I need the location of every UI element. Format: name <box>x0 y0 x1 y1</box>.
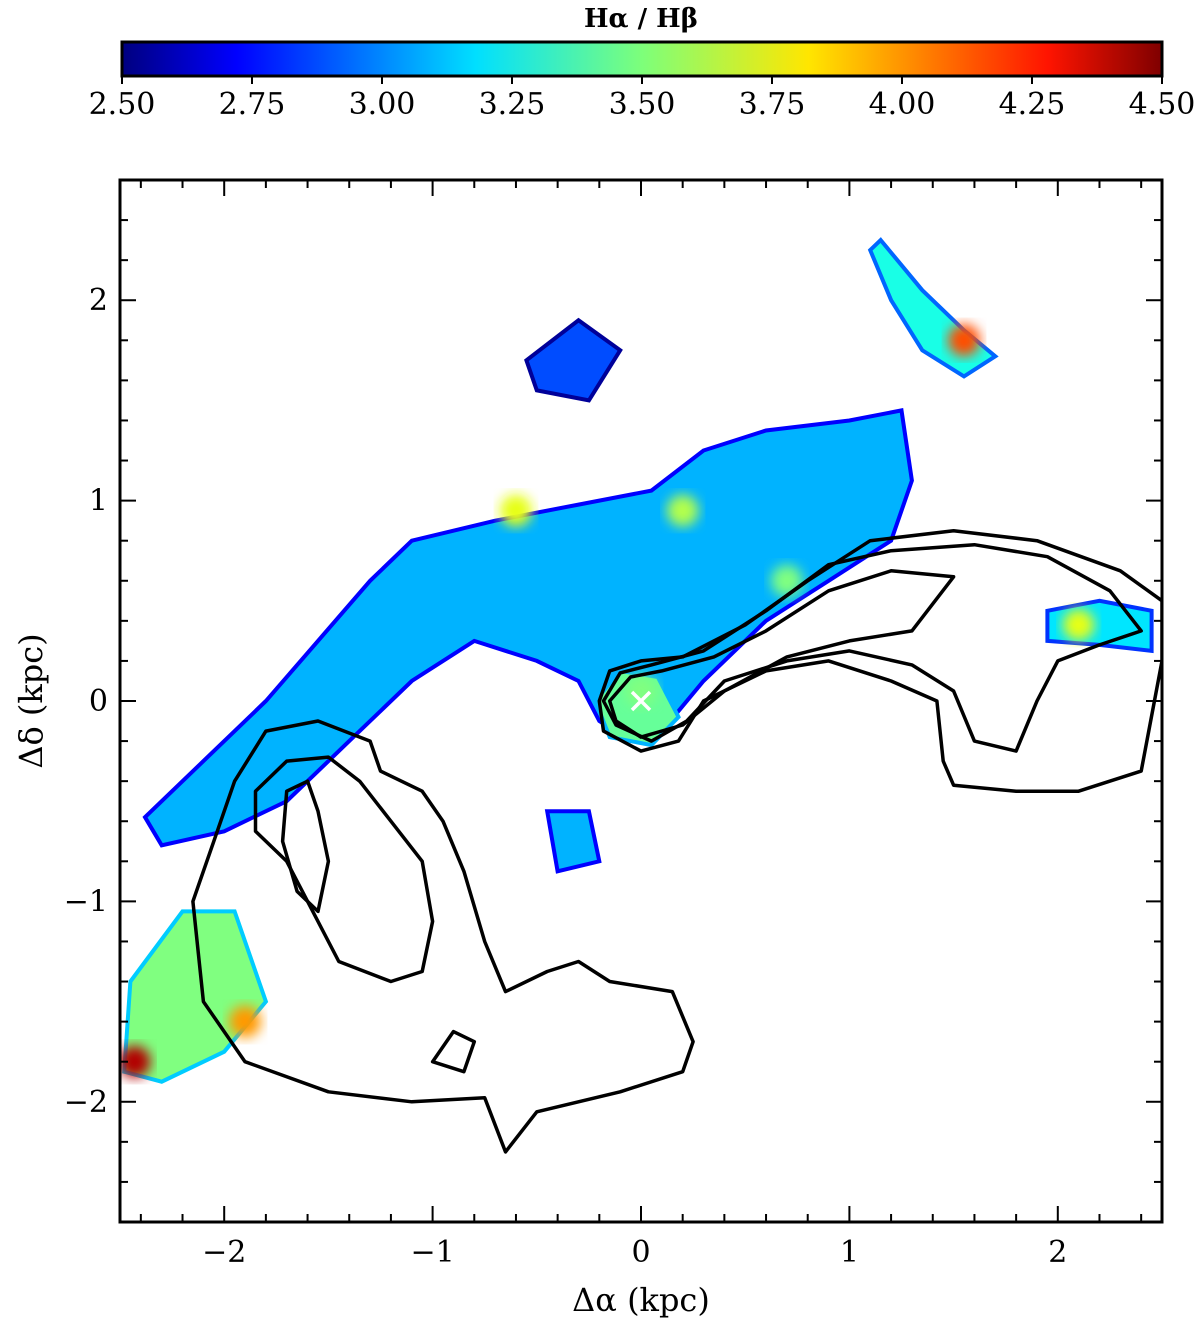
x-axis-label: Δα (kpc) <box>572 1281 710 1319</box>
y-axis-ticks: 2 1 0 −1 −2 <box>64 179 1162 1223</box>
x-tick-label: 0 <box>631 1235 650 1270</box>
x-tick-label: 1 <box>840 1235 859 1270</box>
colorbar: Hα / Hβ 2.50 2.75 3.00 3.25 3.50 3.75 4.00 4.25… <box>89 4 1196 122</box>
y-tick-label: 0 <box>89 684 108 719</box>
colorbar-tick-label: 3.75 <box>739 87 806 122</box>
colorbar-tick-label: 3.25 <box>479 87 546 122</box>
y-tick-label: 1 <box>89 484 108 519</box>
hotspot <box>1062 608 1095 641</box>
y-tick-label: −2 <box>64 1085 108 1120</box>
colorbar-tick-label: 2.50 <box>89 87 156 122</box>
center-marker <box>630 690 652 712</box>
emission-regions <box>122 237 1154 1084</box>
y-tick-label: 2 <box>89 283 108 318</box>
colorbar-tick-label: 2.75 <box>219 87 286 122</box>
x-tick-label: −2 <box>202 1235 246 1270</box>
colorbar-tick-label: 4.00 <box>869 87 936 122</box>
colorbar-tick-label: 3.00 <box>349 87 416 122</box>
hotspot <box>666 494 699 527</box>
hotspot <box>770 564 803 597</box>
x-tick-label: 2 <box>1048 1235 1067 1270</box>
hotspot <box>229 1005 262 1038</box>
region-small-south-knot <box>544 809 602 874</box>
hotspot <box>948 324 981 357</box>
radio-contours <box>191 528 1162 1154</box>
y-tick-label: −1 <box>64 884 108 919</box>
lobe-contour-outer <box>191 719 695 1154</box>
hotspot <box>120 1045 151 1078</box>
colorbar-label: Hα / Hβ <box>584 4 698 34</box>
center-x-mark <box>630 690 652 712</box>
plot-area: −2 −1 0 1 2 2 1 0 −1 −2 Δα (kpc) Δδ (kpc) <box>12 178 1164 1319</box>
colorbar-ticks: 2.50 2.75 3.00 3.25 3.50 3.75 4.00 4.25 4.50 <box>89 76 1196 122</box>
hotspot <box>625 674 657 707</box>
colorbar-tick-label: 3.50 <box>609 87 676 122</box>
emission-hotspots <box>120 324 1095 1078</box>
x-axis-ticks: −2 −1 0 1 2 <box>139 180 1143 1270</box>
lobe-island <box>430 1029 477 1074</box>
region-upper-islands <box>524 317 623 403</box>
colorbar-tick-label: 4.25 <box>999 87 1066 122</box>
region-main-filament <box>142 408 914 848</box>
colorbar-tick-label: 4.50 <box>1129 87 1196 122</box>
lobe-contour-inner <box>280 779 331 914</box>
jet-contour-mid <box>601 542 1143 753</box>
colorbar-gradient <box>120 40 1164 78</box>
y-axis-label: Δδ (kpc) <box>12 633 50 768</box>
jet-contour-inner <box>607 569 956 739</box>
x-tick-label: −1 <box>410 1235 454 1270</box>
hotspot <box>499 494 532 527</box>
region-upper-right-knot <box>867 237 999 379</box>
